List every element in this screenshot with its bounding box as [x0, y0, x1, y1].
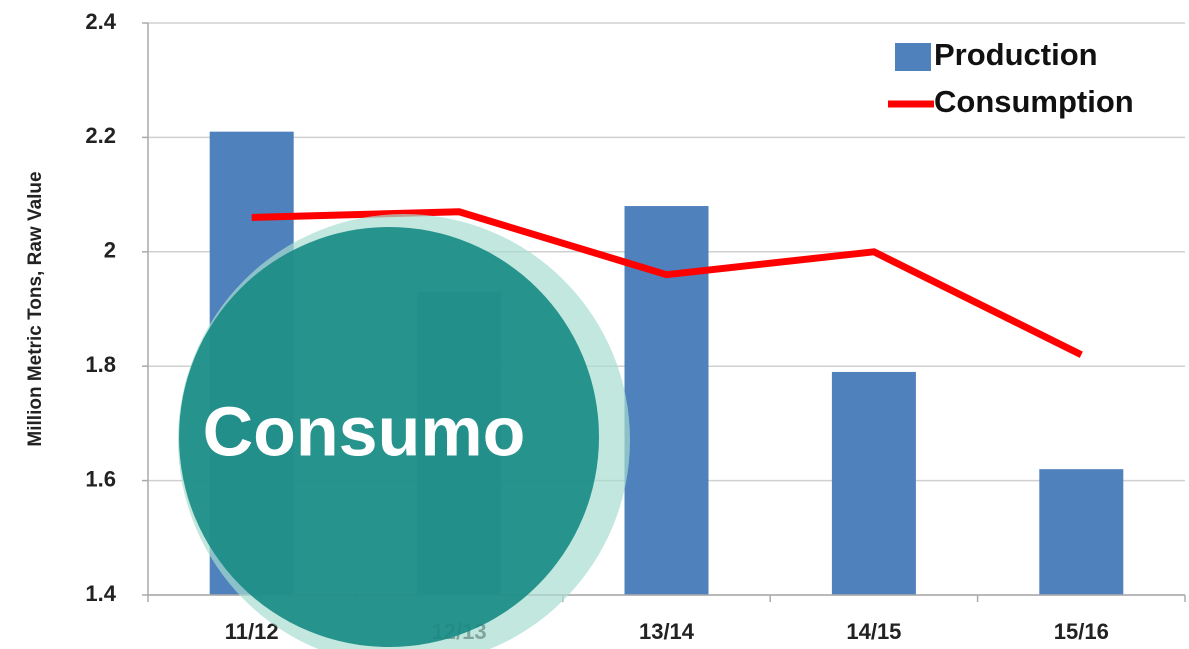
- x-tick-label: 13/14: [639, 619, 695, 644]
- legend-swatch: [895, 43, 931, 71]
- legend-label: Consumption: [934, 84, 1134, 119]
- overlay-label: Consumo: [203, 392, 526, 470]
- overlay: Consumo: [178, 214, 630, 649]
- overlay-inner-circle: [179, 227, 599, 647]
- bar: [1039, 469, 1124, 595]
- x-tick-label: 14/15: [846, 619, 901, 644]
- line: [251, 208, 1083, 358]
- y-tick-label: 2: [104, 238, 116, 263]
- x-tick-label: 15/16: [1054, 619, 1109, 644]
- y-tick-label: 1.8: [85, 352, 116, 377]
- y-tick-label: 1.4: [85, 581, 116, 606]
- y-tick-label: 2.2: [85, 123, 116, 148]
- y-tick-label: 2.4: [85, 9, 116, 34]
- x-tick-label: 11/12: [225, 619, 279, 644]
- legend-label: Production: [934, 37, 1098, 72]
- y-tick-label: 1.6: [85, 466, 116, 491]
- y-axis-label: Million Metric Tons, Raw Value: [25, 171, 46, 446]
- bar: [831, 371, 916, 595]
